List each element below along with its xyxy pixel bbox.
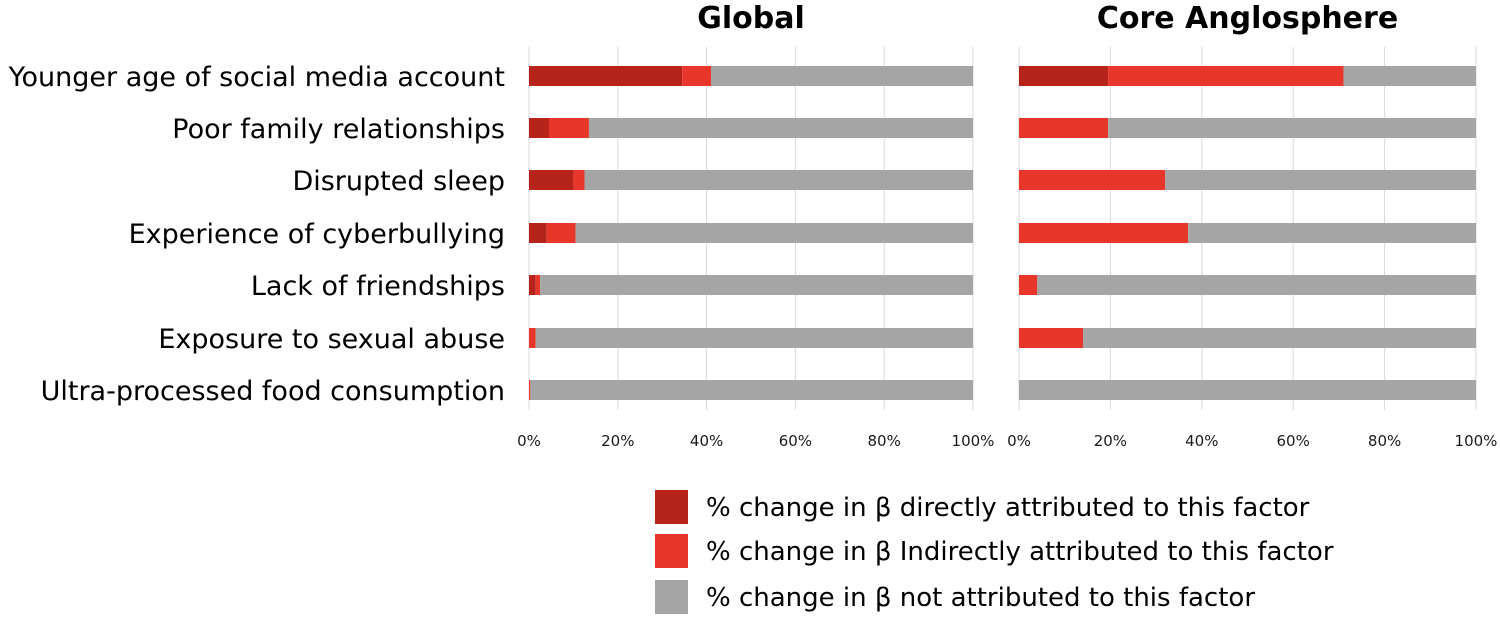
- legend-label: % change in β Indirectly attributed to t…: [706, 537, 1334, 567]
- bar-segment: [529, 328, 536, 348]
- legend-label: % change in β directly attributed to thi…: [706, 493, 1310, 523]
- bar-segment: [535, 275, 541, 295]
- x-tick-label: 0%: [1007, 432, 1031, 450]
- bar-segment: [529, 380, 531, 400]
- bar-segment: [1108, 118, 1476, 138]
- bar-segment: [575, 223, 973, 243]
- bar-segment: [529, 275, 536, 295]
- x-tick-label: 20%: [1094, 432, 1127, 450]
- bar-segment: [529, 66, 683, 86]
- bar-segment: [530, 380, 973, 400]
- bar-segment: [573, 170, 585, 190]
- tick-labels: 0% 20% 40% 60% 80% 100% 0% 20% 40% 60% 80% 100%: [517, 432, 1497, 450]
- bar-segment: [529, 223, 547, 243]
- bar-segment: [1037, 275, 1476, 295]
- bar-segment: [548, 118, 589, 138]
- bar-segment: [588, 118, 973, 138]
- x-tick-label: 40%: [1185, 432, 1218, 450]
- bar-segment: [535, 328, 973, 348]
- x-tick-label: 40%: [690, 432, 723, 450]
- bar-segment: [1019, 275, 1038, 295]
- bar-segment: [1019, 66, 1109, 86]
- panel-title: Core Anglosphere: [1097, 1, 1398, 36]
- legend-swatch: [655, 490, 688, 524]
- category-label: Disrupted sleep: [292, 166, 505, 197]
- category-label: Poor family relationships: [172, 114, 505, 145]
- category-labels: Younger age of social media account Poor …: [8, 62, 505, 407]
- bar-segment: [682, 66, 712, 86]
- bar-segment: [1343, 66, 1476, 86]
- legend-swatch: [655, 534, 688, 568]
- bar-segment: [1188, 223, 1476, 243]
- x-tick-label: 100%: [1455, 432, 1498, 450]
- bar-segment: [529, 170, 574, 190]
- bar-segment: [584, 170, 973, 190]
- x-tick-label: 0%: [517, 432, 541, 450]
- category-label: Lack of friendships: [251, 271, 505, 302]
- bar-segment: [1019, 118, 1109, 138]
- bar-segment: [1082, 328, 1476, 348]
- x-tick-label: 80%: [868, 432, 901, 450]
- bar-segment: [1019, 170, 1166, 190]
- bar-segment: [711, 66, 973, 86]
- bar-segment: [1019, 223, 1189, 243]
- bar-segment: [1165, 170, 1476, 190]
- category-label: Younger age of social media account: [8, 62, 505, 93]
- panel-title: Global: [697, 1, 805, 36]
- x-tick-label: 100%: [952, 432, 995, 450]
- category-label: Ultra-processed food consumption: [41, 376, 505, 407]
- bar-segment: [546, 223, 576, 243]
- legend-swatch: [655, 580, 688, 614]
- legend-label: % change in β not attributed to this fac…: [706, 583, 1255, 613]
- bar-segment: [1019, 328, 1083, 348]
- bar-segment: [1108, 66, 1344, 86]
- x-tick-label: 60%: [1277, 432, 1310, 450]
- bar-segment: [540, 275, 973, 295]
- x-tick-label: 80%: [1368, 432, 1401, 450]
- bars: [529, 66, 1476, 400]
- x-tick-label: 60%: [779, 432, 812, 450]
- bar-segment: [1019, 380, 1476, 400]
- x-tick-label: 20%: [601, 432, 634, 450]
- bar-segment: [529, 118, 549, 138]
- panel-titles: Global Core Anglosphere: [697, 1, 1398, 36]
- legend: % change in β directly attributed to thi…: [655, 490, 1334, 614]
- category-label: Exposure to sexual abuse: [158, 324, 505, 355]
- category-label: Experience of cyberbullying: [129, 219, 505, 250]
